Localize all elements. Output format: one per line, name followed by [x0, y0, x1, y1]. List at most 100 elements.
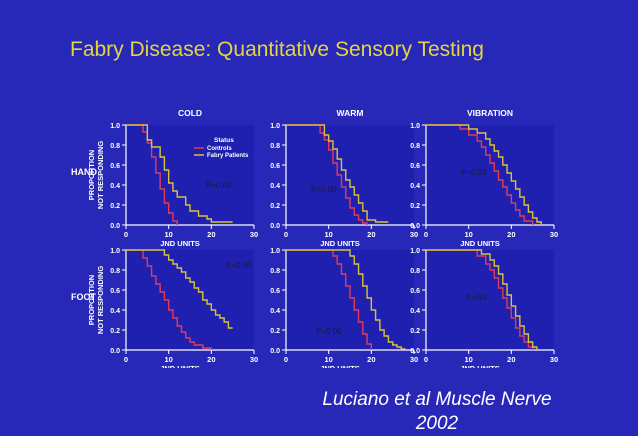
panel-4: 0.0 0.2 0.4 0.6 0.8 1.0 0 10 20 30 JND UNITS PROPOR… — [87, 248, 258, 368]
x-tick-label: 10 — [324, 355, 332, 364]
y-tick-label: 0.8 — [410, 143, 420, 150]
y-tick-label: 0.4 — [270, 308, 280, 315]
fabry-patients-curve — [426, 124, 542, 225]
citation: Luciano et al Muscle Nerve 2002 — [287, 388, 587, 436]
y-tick-label: 1.0 — [270, 123, 280, 130]
y-tick-label: 0.4 — [270, 183, 280, 190]
x-axis-label: JND UNITS — [460, 364, 500, 368]
x-tick-label: 0 — [424, 355, 428, 364]
row-label-hand: HAND — [71, 167, 97, 177]
panel-1: COLD 0.0 0.2 0.4 0.6 0.8 1.0 0 10 20 30 JND UNITS PR… — [87, 108, 258, 248]
legend-entry: Fabry Patients — [207, 153, 249, 159]
y-axis-label: PROPORTIONNOT RESPONDING — [87, 141, 105, 210]
p-value-label: P=0.02 — [461, 168, 487, 177]
y-tick-label: 0.8 — [110, 268, 120, 275]
y-tick-label: 0.6 — [410, 288, 420, 295]
y-tick-label: 0.6 — [110, 163, 120, 170]
legend-entry: Controls — [207, 146, 232, 152]
y-tick-label: 0.0 — [110, 348, 120, 355]
y-axis-label-line1: PROPORTION — [87, 150, 96, 200]
x-tick-label: 0 — [124, 355, 128, 364]
y-tick-label: 0.2 — [410, 328, 420, 335]
x-tick-label: 0 — [284, 230, 288, 239]
x-axis-label: JND UNITS — [160, 364, 200, 368]
y-tick-label: 0.4 — [110, 308, 120, 315]
panel-3: VIBRATION 0.0 0.2 0.4 0.6 0.8 1.0 0 10 20 30 JND UN… — [410, 108, 558, 248]
y-tick-label: 0.8 — [270, 143, 280, 150]
x-tick-label: 30 — [410, 230, 418, 239]
plot-area — [286, 250, 414, 350]
row-label-foot: FOOT — [71, 292, 96, 302]
y-tick-label: 0.4 — [410, 308, 420, 315]
x-tick-label: 20 — [367, 355, 375, 364]
x-tick-label: 20 — [367, 230, 375, 239]
y-tick-label: 0.8 — [110, 143, 120, 150]
controls-curve — [286, 249, 373, 350]
controls-curve — [126, 124, 178, 225]
fabry-patients-curve — [126, 249, 233, 329]
y-tick-label: 0.2 — [110, 203, 120, 210]
y-axis-label-line2: NOT RESPONDING — [96, 266, 105, 335]
controls-curve — [426, 249, 534, 350]
panel-2: WARM 0.0 0.2 0.4 0.6 0.8 1.0 0 10 20 30 JND UNITS P=… — [270, 108, 418, 248]
y-tick-label: 0.0 — [410, 348, 420, 355]
slide-title: Fabry Disease: Quantitative Sensory Test… — [70, 38, 484, 61]
legend-title: Status — [214, 137, 234, 144]
y-tick-label: 0.0 — [270, 348, 280, 355]
controls-curve — [426, 124, 534, 225]
y-axis-label-line2: NOT RESPONDING — [96, 141, 105, 210]
x-tick-label: 10 — [464, 230, 472, 239]
x-tick-label: 10 — [164, 230, 172, 239]
p-value-label: P=0.00 — [316, 327, 342, 336]
y-tick-label: 0.0 — [270, 223, 280, 230]
y-tick-label: 1.0 — [270, 248, 280, 255]
fabry-patients-curve — [286, 124, 389, 223]
x-tick-label: 20 — [207, 230, 215, 239]
p-value-label: P=0.00 — [311, 185, 337, 194]
y-tick-label: 0.8 — [270, 268, 280, 275]
y-tick-label: 1.0 — [110, 123, 120, 130]
x-tick-label: 0 — [124, 230, 128, 239]
y-tick-label: 0.6 — [110, 288, 120, 295]
y-tick-label: 0.6 — [410, 163, 420, 170]
x-tick-label: 30 — [250, 355, 258, 364]
y-tick-label: 0.6 — [270, 288, 280, 295]
citation-line2: 2002 — [415, 413, 459, 434]
x-axis-label: JND UNITS — [460, 239, 500, 248]
y-axis-label: PROPORTIONNOT RESPONDING — [87, 266, 105, 335]
fabry-patients-curve — [126, 124, 233, 223]
y-tick-label: 0.2 — [410, 203, 420, 210]
y-tick-label: 0.4 — [110, 183, 120, 190]
y-tick-label: 0.2 — [110, 328, 120, 335]
y-tick-label: 0.4 — [410, 183, 420, 190]
x-tick-label: 30 — [250, 230, 258, 239]
y-tick-label: 0.8 — [410, 268, 420, 275]
x-axis-label: JND UNITS — [320, 239, 360, 248]
citation-line1: Luciano et al Muscle Nerve — [322, 389, 552, 410]
x-tick-label: 30 — [550, 355, 558, 364]
x-tick-label: 10 — [324, 230, 332, 239]
y-tick-label: 0.2 — [270, 328, 280, 335]
p-value-label: P=0.00 — [226, 261, 252, 270]
x-tick-label: 0 — [284, 355, 288, 364]
x-tick-label: 10 — [164, 355, 172, 364]
y-tick-label: 1.0 — [410, 123, 420, 130]
x-tick-label: 30 — [410, 355, 418, 364]
x-tick-label: 20 — [507, 230, 515, 239]
panel-6: 0.0 0.2 0.4 0.6 0.8 1.0 0 10 20 30 JND UNITS P=NS — [410, 248, 558, 368]
km-curves-figure: HAND FOOT COLD 0.0 0.2 0.4 0.6 0.8 1.0 0 10 20 30 JN… — [71, 108, 558, 368]
panel-5: 0.0 0.2 0.4 0.6 0.8 1.0 0 10 20 30 JND UNITS P=0.00 — [270, 248, 418, 368]
y-tick-label: 1.0 — [410, 248, 420, 255]
y-tick-label: 0.0 — [410, 223, 420, 230]
y-tick-label: 1.0 — [110, 248, 120, 255]
plot-area — [286, 125, 414, 225]
x-tick-label: 30 — [550, 230, 558, 239]
y-tick-label: 0.2 — [270, 203, 280, 210]
x-axis-label: JND UNITS — [160, 239, 200, 248]
x-tick-label: 20 — [507, 355, 515, 364]
x-tick-label: 10 — [464, 355, 472, 364]
x-axis-label: JND UNITS — [320, 364, 360, 368]
p-value-label: P=0.00 — [206, 181, 232, 190]
x-tick-label: 20 — [207, 355, 215, 364]
